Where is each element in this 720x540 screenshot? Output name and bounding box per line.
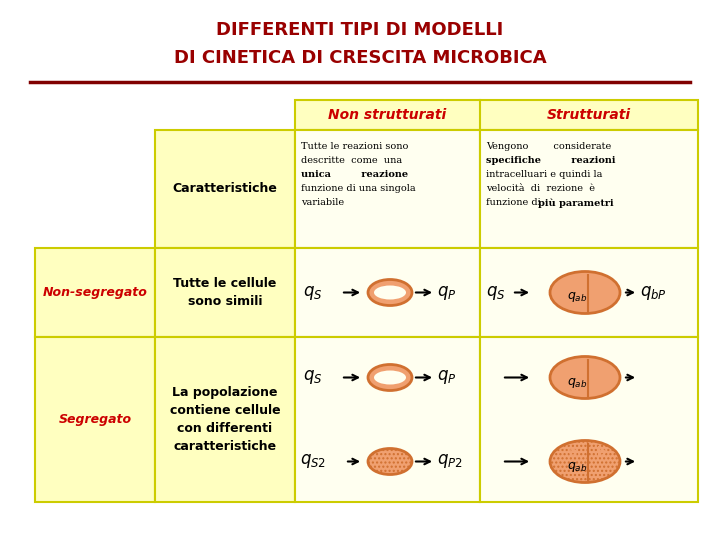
Text: descritte  come  una: descritte come una (301, 156, 402, 165)
Bar (480, 337, 698, 502)
Text: b: b (597, 446, 606, 459)
Bar (295, 248, 480, 337)
Text: $q_P$: $q_P$ (437, 368, 456, 387)
Text: Non strutturati: Non strutturati (328, 108, 446, 122)
Bar (35, 248, 155, 337)
Text: b: b (597, 278, 606, 291)
Ellipse shape (374, 370, 406, 384)
Bar (155, 248, 295, 337)
Text: Non-segregato: Non-segregato (42, 286, 148, 299)
Text: a: a (569, 446, 577, 459)
Text: Segregato: Segregato (58, 413, 132, 426)
Text: DI CINETICA DI CRESCITA MICROBICA: DI CINETICA DI CRESCITA MICROBICA (174, 49, 546, 67)
Text: $q_S$: $q_S$ (486, 284, 505, 301)
Ellipse shape (550, 272, 620, 314)
Bar (295, 130, 480, 248)
Text: b: b (597, 362, 606, 375)
Text: unica         reazione: unica reazione (301, 170, 408, 179)
Text: $q_S$: $q_S$ (303, 368, 323, 387)
Bar (480, 248, 698, 337)
Text: $q_{ab}$: $q_{ab}$ (567, 460, 588, 474)
Text: velocità  di  rezione  è: velocità di rezione è (486, 184, 595, 193)
Bar (295, 337, 480, 502)
Ellipse shape (368, 364, 412, 390)
Ellipse shape (550, 356, 620, 399)
Text: Tutte le reazioni sono: Tutte le reazioni sono (301, 142, 408, 151)
Text: $q_{P2}$: $q_{P2}$ (437, 453, 463, 470)
Text: Caratteristiche: Caratteristiche (173, 183, 277, 195)
Bar (155, 130, 295, 248)
Bar (480, 130, 698, 248)
Text: intracelluari e quindi la: intracelluari e quindi la (486, 170, 603, 179)
Text: $q_P$: $q_P$ (437, 284, 456, 301)
Ellipse shape (550, 441, 620, 483)
Text: Vengono        considerate: Vengono considerate (486, 142, 611, 151)
Text: La popolazione
contiene cellule
con differenti
caratteristiche: La popolazione contiene cellule con diff… (170, 386, 280, 453)
Ellipse shape (368, 449, 412, 475)
Text: $q_{S2}$: $q_{S2}$ (300, 453, 326, 470)
Ellipse shape (368, 280, 412, 306)
Text: $q_{ab}$: $q_{ab}$ (567, 291, 588, 305)
Text: più parametri: più parametri (538, 198, 613, 207)
Bar (35, 337, 155, 502)
Text: a: a (569, 362, 577, 375)
Text: $q_S$: $q_S$ (303, 284, 323, 301)
Text: $q_{ab}$: $q_{ab}$ (567, 375, 588, 389)
Text: a: a (569, 278, 577, 291)
Bar (295, 100, 698, 130)
Text: Tutte le cellule
sono simili: Tutte le cellule sono simili (174, 277, 276, 308)
Text: funzione di: funzione di (486, 198, 544, 207)
Bar (155, 337, 295, 502)
Text: Strutturati: Strutturati (547, 108, 631, 122)
Text: specifiche         reazioni: specifiche reazioni (486, 156, 616, 165)
Text: variabile: variabile (301, 198, 344, 207)
Text: $q_{bP}$: $q_{bP}$ (640, 284, 667, 301)
Text: funzione di una singola: funzione di una singola (301, 184, 415, 193)
Text: DIFFERENTI TIPI DI MODELLI: DIFFERENTI TIPI DI MODELLI (217, 21, 503, 39)
Ellipse shape (374, 286, 406, 300)
